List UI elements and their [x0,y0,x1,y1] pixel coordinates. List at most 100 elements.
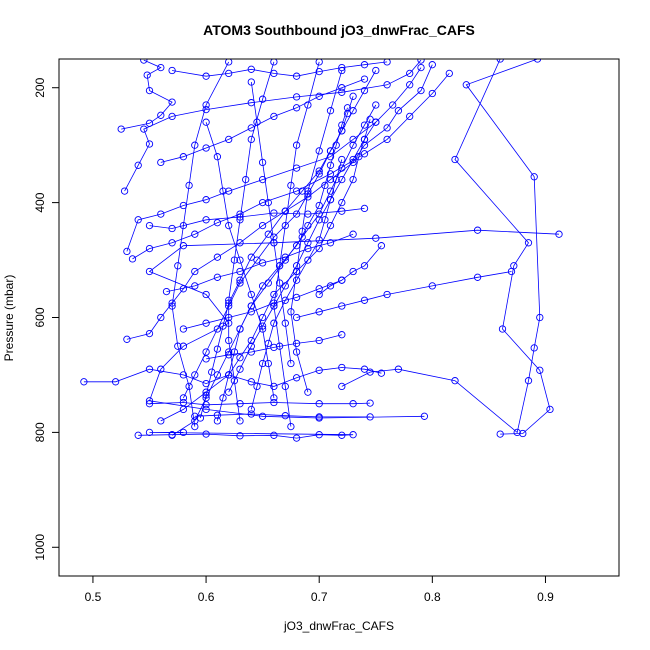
data-point [338,363,346,372]
series-line [205,122,275,398]
data-point [185,382,193,391]
data-point [304,239,312,247]
data-point [213,411,222,419]
data-point [496,430,504,438]
y-tick-label: 600 [33,307,47,327]
data-point [513,428,521,437]
x-axis-label: jO3_dnwFrac_CAFS [283,619,394,633]
data-point [360,150,369,158]
data-point [213,345,222,353]
y-tick-label: 1000 [33,534,47,561]
data-point [304,101,312,109]
data-point [236,216,244,224]
data-point [315,285,323,293]
data-point [168,431,176,439]
data-point [247,253,255,261]
data-point [292,276,301,284]
data-point [338,331,346,339]
data-point [247,302,255,310]
data-point [366,368,374,376]
data-point [258,359,267,368]
data-point [242,175,250,184]
data-point [383,124,391,132]
data-point [315,59,323,66]
series-line [228,119,371,393]
data-point [315,236,323,244]
data-point [258,221,267,230]
data-point [270,290,278,299]
data-point [168,224,176,233]
series-27 [270,59,323,431]
data-point [428,61,436,69]
data-point [247,135,255,144]
y-axis: 200 400 600 800 1000 [33,77,59,561]
data-point [420,412,429,420]
series-3 [80,363,386,391]
x-tick-label: 0.9 [537,590,554,604]
data-point [247,290,255,299]
data-point [292,434,301,442]
data-point [360,86,369,95]
data-point [383,59,391,66]
data-point [530,344,538,352]
data-point [247,308,255,316]
data-point [270,394,278,402]
data-point [338,431,346,439]
data-point [332,175,340,184]
data-point [555,230,563,238]
series-29 [247,78,295,368]
data-point [360,121,369,129]
data-point [128,255,137,263]
data-point [157,365,165,373]
data-point [179,405,188,414]
data-point [264,359,272,368]
data-point [213,417,222,425]
data-point [377,242,386,250]
data-point [321,181,329,190]
data-point [315,167,323,175]
data-point [179,325,188,333]
data-point [287,422,295,431]
data-point [247,65,255,73]
data-point [157,313,165,322]
data-point [191,141,199,149]
data-point [174,262,182,270]
data-point [394,107,403,115]
data-point [145,400,154,408]
data-point [372,234,380,242]
data-point [258,158,267,167]
data-point [292,93,301,101]
data-point [507,267,516,276]
data-point [315,336,323,345]
series-line [149,208,365,229]
data-point [281,382,289,391]
data-point [258,313,267,322]
data-point [236,267,244,276]
data-point [270,398,278,407]
data-point [496,59,504,63]
data-point [258,95,267,103]
data-point [406,112,414,121]
data-point [179,394,188,402]
x-tick-label: 0.6 [198,590,215,604]
data-point [145,365,154,373]
series-1 [451,59,554,438]
series-line [194,413,371,418]
data-point [372,66,380,75]
data-point [179,398,188,407]
data-point [157,158,165,167]
y-tick-label: 400 [33,192,47,212]
data-point [157,417,165,425]
data-point [145,140,154,148]
series-line [149,402,371,406]
series-21 [145,204,369,233]
series-15 [196,92,357,422]
data-point [343,109,352,118]
data-point [536,313,544,322]
series-line [160,78,365,163]
data-point [185,181,193,190]
data-point [292,141,301,149]
data-point [292,348,301,356]
series-line [228,61,275,421]
data-point [253,256,261,264]
